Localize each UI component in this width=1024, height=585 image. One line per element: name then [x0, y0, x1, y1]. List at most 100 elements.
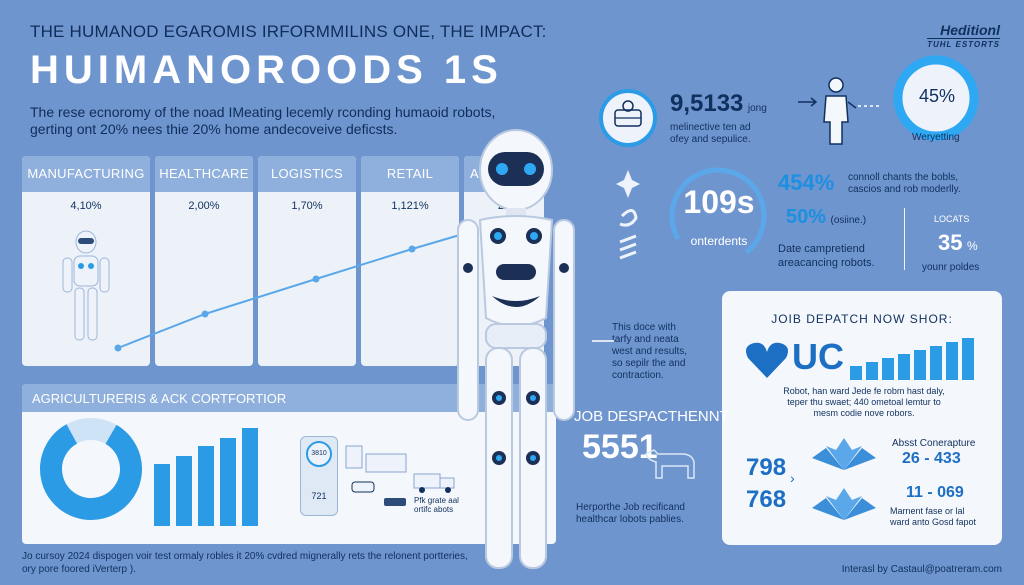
locats-desc: younr poldes: [922, 262, 980, 273]
dash-line: [858, 105, 882, 107]
heart-icon: [746, 342, 788, 378]
machine-icon: 3810 721: [300, 436, 338, 516]
sector-column-retail: RETAIL 1,121%: [361, 156, 459, 366]
pct2-desc-line-1: Date campretiend: [778, 243, 865, 255]
agri-caption-line-2: ortifc abots: [414, 505, 454, 514]
humanoid-robot-illustration: [457, 129, 575, 569]
pct2-block: 50% (osiine.): [786, 206, 866, 229]
center-label: onterdents: [690, 234, 748, 248]
sector-label: HEALTHCARE: [155, 156, 253, 192]
person-icon: [823, 77, 857, 145]
middle-note-line-1: This doce with: [612, 322, 676, 333]
intro-line-2: gerting ont 20% nees thie 20% home andec…: [30, 121, 398, 137]
dispatch-desc-line-2: teper thu swaet; 440 ometoal lemtur to: [787, 397, 941, 407]
middle-note: This doce with tarfy and neata west and …: [612, 322, 687, 382]
dispatch-right-desc-line-1: Marnent fase or lal: [890, 506, 965, 516]
sector-column-logistics: LOGISTICS 1,70%: [258, 156, 356, 366]
ring-value: 45%: [918, 86, 956, 106]
big-stat: 9,5133 jong: [670, 90, 767, 118]
job-despatch-number: 5551: [582, 428, 658, 466]
dispatch-num-2: 768: [746, 486, 787, 513]
agri-caption: Pfk grate aal ortifc abots: [414, 496, 459, 514]
pct2-note: (osiine.): [830, 215, 867, 226]
decorative-icons: [616, 170, 640, 260]
ring-gauge-graphic: [893, 55, 979, 141]
big-stat-desc-line-1: melinective ten ad: [670, 122, 751, 133]
job-despatch-desc-line-2: healthcar lobots pablies.: [576, 514, 684, 525]
sector-value: 2,00%: [188, 200, 220, 212]
machine-badge-top: 3810: [306, 441, 332, 467]
locats-unit: %: [966, 239, 978, 253]
locats-value: 35: [938, 230, 963, 255]
pct1-desc-line-2: cascios and rob moderlly.: [848, 184, 961, 195]
job-despatch-desc: Herporthe Job recificand healthcar lobot…: [576, 502, 685, 526]
sector-label: MANUFACTURING: [22, 156, 150, 192]
sector-column-manufacturing: MANUFACTURING 4,10%: [22, 156, 150, 366]
dispatch-right-desc-line-2: ward anto Gosd fapot: [890, 517, 977, 527]
divider: [904, 208, 905, 270]
sector-column-healthcare: HEALTHCARE 2,00%: [155, 156, 253, 366]
pct1-value: 454%: [778, 170, 835, 195]
job-despatch-title: JOB DESPACTHENNT: [574, 408, 729, 425]
chevron-right-icon: ›: [790, 470, 795, 486]
dispatch-range-1: 26 - 433: [902, 450, 961, 467]
dispatch-bars-graphic: [850, 338, 974, 380]
arrow-right-icon: [798, 97, 818, 107]
pct2-desc: Date campretiend areacancing robots.: [778, 242, 875, 270]
big-stat-unit: jong: [747, 103, 767, 114]
dispatch-desc-line-3: mesm codie nove robors.: [813, 408, 915, 418]
dispatch-right-desc: Marnent fase or lal ward anto Gosd fapot: [890, 506, 976, 528]
dispatch-desc-line-1: Robot, han ward Jede fe robm hast daly,: [783, 386, 945, 396]
dispatch-logo-text: UC: [792, 336, 844, 377]
sector-value: 1,121%: [391, 200, 429, 212]
middle-note-line-2: tarfy and neata: [612, 334, 679, 345]
footer-credit: Interasl by Castaul@poatreram.com: [841, 564, 1002, 575]
footer-line-2: ory pore foored iVerterp ).: [22, 564, 136, 575]
middle-note-line-3: west and results,: [612, 346, 688, 357]
arc-gauge-graphic: [669, 167, 767, 265]
big-stat-number: 9,5133: [670, 90, 744, 117]
bracket-line: [592, 340, 614, 342]
big-stat-desc-line-2: ofey and sepulice.: [670, 134, 751, 145]
donut-chart-graphic: [40, 418, 142, 520]
middle-note-line-5: contraction.: [612, 370, 664, 381]
footer-text: Jo cursoy 2024 dispogen voir test ormaly…: [22, 550, 542, 576]
pct1-block: 454%: [778, 170, 834, 196]
center-value: 109s: [683, 184, 755, 220]
dispatch-num-1: 798: [746, 454, 787, 481]
brand-tagline: TUHL ESTORTS: [927, 38, 1000, 49]
ring-label: Weryetting: [912, 132, 960, 143]
dispatch-range-2: 11 - 069: [906, 484, 964, 501]
locats-label: LOCATS: [934, 214, 970, 224]
intro-line-1: The rese ecnoromy of the noad IMeating l…: [30, 104, 496, 120]
headline: THE HUMANOD EGAROMIS IRFORMMILINS ONE, T…: [30, 22, 547, 41]
factory-vehicles-icon: [345, 445, 455, 506]
agri-caption-line-1: Pfk grate aal: [414, 496, 459, 505]
dispatch-desc: Robot, han ward Jede fe robm hast daly, …: [744, 386, 984, 419]
globe-stack-icon: [599, 89, 657, 147]
sector-value: 1,70%: [291, 200, 323, 212]
job-despatch-desc-line-1: Herporthe Job recificand: [576, 502, 685, 513]
pct1-desc-line-1: connoll chants the bobls,: [848, 172, 959, 183]
trend-line-graphic: [114, 231, 471, 352]
pct2-desc-line-2: areacancing robots.: [778, 257, 875, 269]
main-title: HUIMANOROODS 1S: [30, 48, 503, 92]
big-stat-desc: melinective ten ad ofey and sepulice.: [670, 122, 751, 146]
dispatch-panel-title: JOIB DEPATCH NOW SHOR:: [771, 312, 953, 326]
sector-value: 4,10%: [70, 200, 102, 212]
lotus-icons: [812, 438, 876, 520]
dispatch-right-label: Absst Conerapture: [892, 438, 976, 449]
footer-line-1: Jo cursoy 2024 dispogen voir test ormaly…: [22, 551, 468, 562]
brand-name: Heditionl: [940, 22, 1000, 38]
sector-label: LOGISTICS: [258, 156, 356, 192]
sector-label: RETAIL: [361, 156, 459, 192]
bar-chart-graphic: [154, 428, 258, 526]
locats-value-block: 35 %: [938, 230, 978, 256]
brand-logo: Heditionl TUHL ESTORTS: [927, 22, 1000, 49]
middle-note-line-4: so sepilr the and: [612, 358, 686, 369]
small-robot-icon: [62, 230, 110, 341]
pct2-value: 50%: [786, 206, 827, 228]
pct1-desc: connoll chants the bobls, cascios and ro…: [848, 172, 961, 196]
machine-badge-bottom: 721: [311, 491, 327, 501]
dog-icon: [645, 449, 695, 479]
